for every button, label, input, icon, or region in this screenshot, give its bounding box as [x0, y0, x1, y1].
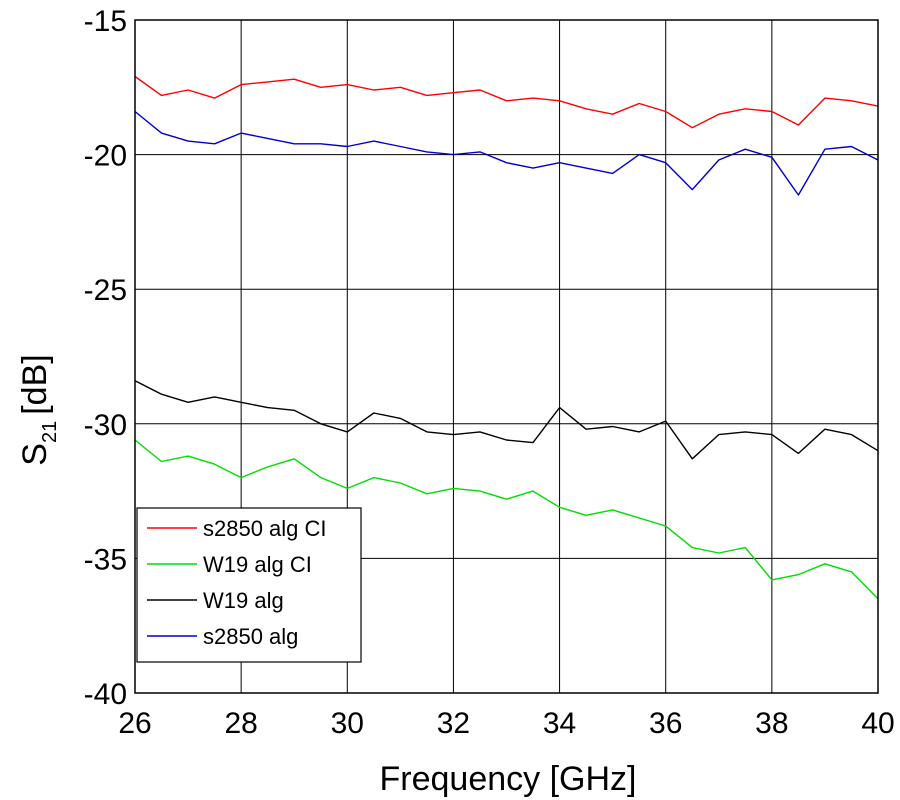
svg-text:S21[dB]: S21 [dB] — [16, 354, 61, 465]
series-line-2 — [134, 380, 879, 460]
y-tick-label: -25 — [84, 274, 127, 307]
x-tick-labels: 26 28 30 32 34 36 38 40 — [118, 707, 894, 740]
x-axis-label: Frequency [GHz] — [380, 760, 637, 798]
plot-frame — [134, 19, 879, 694]
x-tick-label: 26 — [118, 707, 151, 740]
x-tick-label: 40 — [861, 707, 894, 740]
y-tick-label: -20 — [84, 140, 127, 173]
legend-label: W19 alg — [203, 588, 284, 613]
legend-label: W19 alg CI — [203, 552, 312, 577]
x-tick-label: 30 — [331, 707, 364, 740]
x-tick-label: 36 — [649, 707, 682, 740]
y-tick-label: -15 — [84, 5, 127, 38]
series-line-1 — [134, 439, 879, 600]
x-tick-label: 32 — [437, 707, 470, 740]
series-group — [134, 75, 879, 600]
y-axis-label: S21 [dB] — [16, 354, 61, 465]
x-tick-label: 38 — [755, 707, 788, 740]
legend-label: s2850 alg CI — [203, 516, 327, 541]
series-line-3 — [134, 110, 879, 196]
y-tick-label: -40 — [84, 678, 127, 711]
y-axis-label-unit: [dB] — [16, 354, 54, 414]
legend: s2850 alg CI W19 alg CI W19 alg s2850 alg — [136, 507, 362, 663]
series-line-0 — [134, 75, 879, 129]
y-axis-label-sub: 21 — [39, 421, 61, 443]
y-tick-labels: -40 -35 -30 -25 -20 -15 — [84, 5, 127, 711]
legend-label: s2850 alg — [203, 624, 298, 649]
x-tick-label: 34 — [543, 707, 576, 740]
y-axis-label-main: S — [16, 443, 54, 466]
x-tick-label: 28 — [224, 707, 257, 740]
y-tick-label: -30 — [84, 409, 127, 442]
y-tick-label: -35 — [84, 543, 127, 576]
